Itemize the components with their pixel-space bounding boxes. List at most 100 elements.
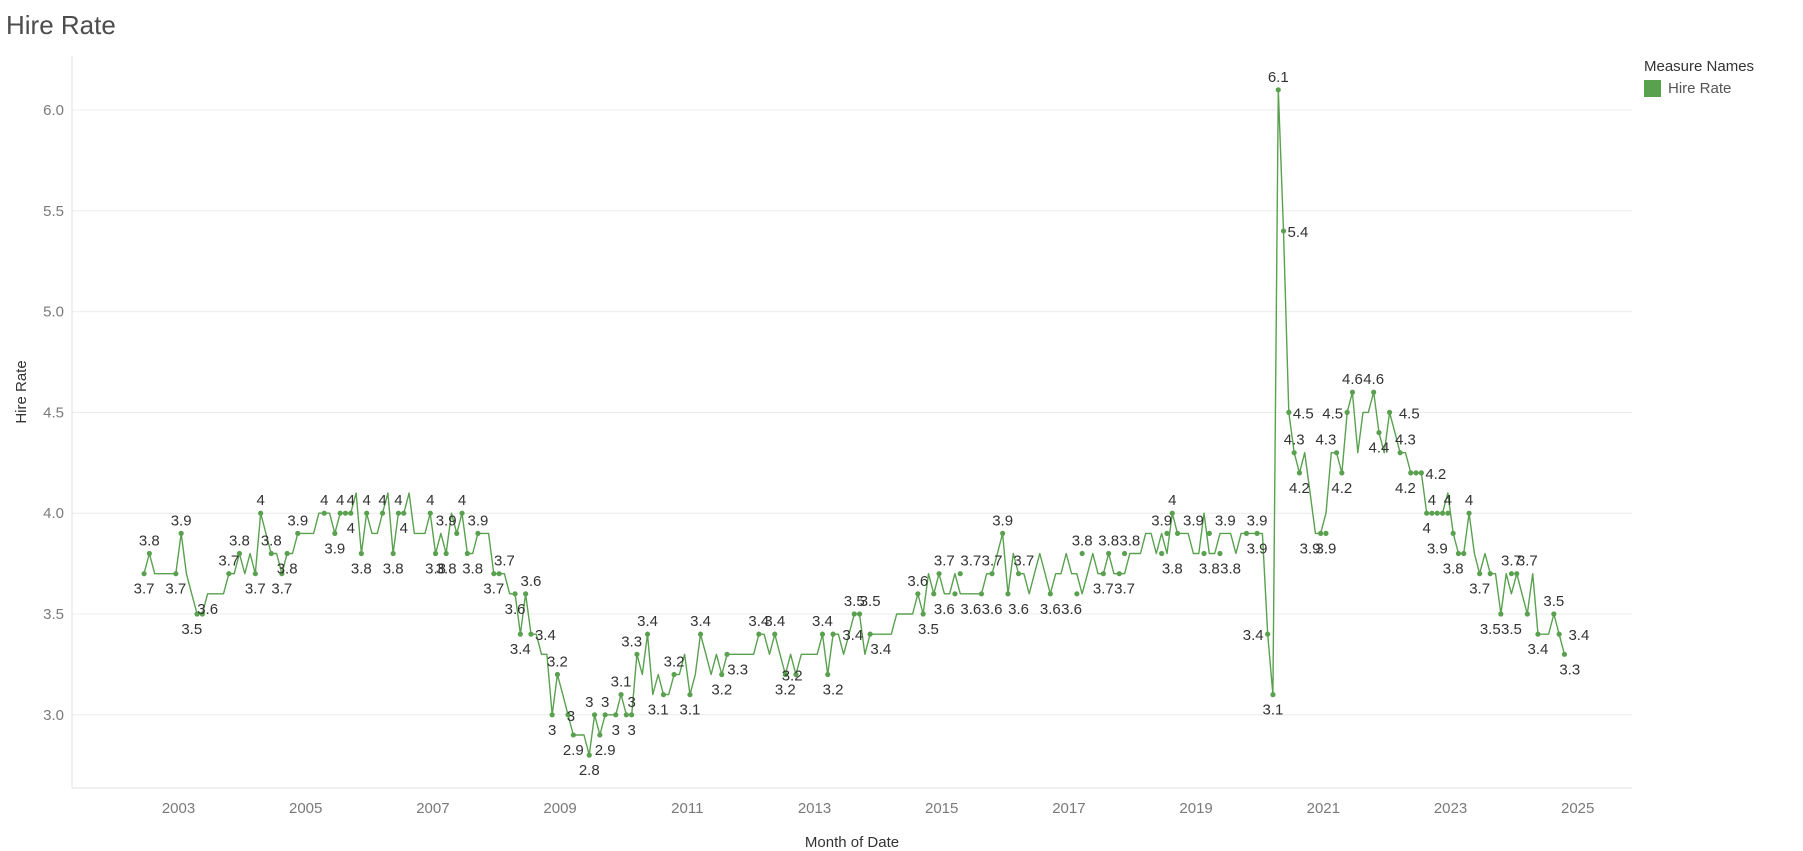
data-point-marker: [618, 692, 624, 698]
data-label: 3.8: [1220, 561, 1241, 578]
data-label: 3.4: [690, 613, 711, 630]
data-point-marker: [936, 571, 942, 577]
data-point-marker: [1206, 530, 1212, 536]
x-tick-label: 2005: [289, 800, 322, 817]
data-label: 3.9: [1300, 540, 1321, 557]
data-point-marker: [1074, 591, 1080, 597]
data-label: 3.8: [277, 561, 298, 578]
data-point-marker: [1455, 550, 1462, 557]
data-point-marker: [1047, 591, 1053, 597]
data-label: 3.9: [436, 512, 457, 529]
data-label: 3: [567, 708, 575, 725]
x-tick-label: 2011: [671, 800, 703, 817]
plot-frame: [71, 56, 1632, 789]
data-label: 3.6: [982, 601, 1003, 618]
data-point-marker: [952, 591, 958, 597]
data-label: 4: [1428, 492, 1436, 509]
legend-item-hire-rate[interactable]: Hire Rate: [1644, 80, 1754, 97]
data-point-marker: [236, 550, 243, 557]
data-point-marker: [464, 550, 470, 557]
data-label: 3.9: [324, 540, 345, 557]
data-label: 3.6: [960, 601, 981, 618]
data-point-marker: [613, 712, 619, 718]
data-label: 4: [378, 492, 386, 509]
data-point-marker: [258, 510, 264, 516]
y-tick-label: 6.0: [43, 102, 64, 119]
data-label: 3.2: [782, 667, 803, 684]
x-tick-label: 2007: [416, 800, 449, 817]
data-label: 4: [1444, 492, 1452, 509]
data-point-marker: [194, 611, 200, 617]
data-point-marker: [1445, 510, 1451, 516]
data-point-marker: [1243, 530, 1250, 536]
data-point-marker: [1344, 409, 1350, 415]
data-point-marker: [523, 591, 529, 597]
data-label: 3.2: [664, 653, 685, 670]
data-point-marker: [644, 631, 651, 637]
x-tick-label: 2009: [543, 800, 576, 817]
x-tick-label: 2013: [798, 800, 831, 817]
data-label: 3.9: [1316, 540, 1337, 557]
data-point-marker: [1079, 550, 1085, 557]
data-label: 3.7: [1469, 581, 1490, 598]
x-tick-label: 2017: [1052, 800, 1085, 817]
data-labels: 3.7 3.8 3.7 3.9 3.5 3.6 3.7 3.8 3.7 4 3.8 3.7 3.8 3.9…: [134, 69, 1590, 779]
data-point-marker: [284, 550, 290, 557]
data-label: 3.8: [1443, 561, 1464, 578]
data-point-marker: [332, 530, 338, 536]
data-label: 3.5: [1543, 593, 1564, 610]
data-point-marker: [687, 692, 693, 698]
data-point-marker: [1291, 450, 1297, 456]
data-label: 4.2: [1289, 480, 1310, 497]
data-label: 3.6: [521, 573, 542, 590]
y-tick-label: 4.5: [43, 404, 64, 421]
y-tick-label: 5.5: [43, 203, 64, 220]
data-point-marker: [1323, 530, 1329, 536]
data-point-marker: [1015, 571, 1022, 577]
data-label: 3.8: [139, 533, 160, 550]
data-point-marker: [724, 651, 730, 657]
x-tick-label: 2021: [1307, 800, 1340, 817]
data-point-marker: [697, 631, 704, 637]
data-label: 3.6: [934, 601, 955, 618]
data-label: 4.5: [1322, 405, 1343, 422]
data-point-marker: [756, 631, 762, 637]
data-point-marker: [1217, 550, 1223, 557]
data-point-marker: [1164, 530, 1170, 536]
data-point-marker: [1280, 228, 1287, 234]
data-label: 3.4: [1568, 627, 1589, 644]
data-point-marker: [321, 510, 327, 516]
data-point-marker: [1169, 510, 1175, 516]
data-label: 4.5: [1399, 405, 1420, 422]
data-label: 3.7: [1114, 581, 1135, 598]
data-label: 3.7: [165, 581, 186, 598]
data-point-marker: [1439, 510, 1446, 516]
data-point-marker: [379, 510, 386, 516]
data-point-marker: [1371, 389, 1377, 395]
data-label: 3.4: [535, 627, 556, 644]
data-label: 3.6: [505, 601, 526, 618]
data-label: 4: [458, 492, 466, 509]
data-point-marker: [1498, 611, 1504, 617]
data-point-marker: [1524, 611, 1530, 617]
data-point-marker: [348, 510, 354, 516]
data-label: 3.2: [711, 681, 732, 698]
data-label: 3.7: [982, 553, 1003, 570]
data-label: 4: [256, 492, 264, 509]
data-label: 3.7: [245, 581, 266, 598]
x-tick-label: 2015: [925, 800, 958, 817]
data-label: 3.7: [1517, 553, 1538, 570]
data-point-marker: [602, 712, 608, 718]
data-label: 4.6: [1342, 371, 1363, 388]
data-label: 3.5: [844, 593, 865, 610]
data-point-marker: [178, 530, 184, 536]
data-label: 3.4: [1243, 627, 1264, 644]
data-point-marker: [342, 510, 349, 516]
data-label: 4.2: [1331, 480, 1352, 497]
data-label: 4: [347, 520, 355, 537]
data-point-marker: [867, 631, 873, 637]
data-point-marker: [989, 571, 995, 577]
data-point-marker: [454, 530, 460, 536]
data-label: 4: [362, 492, 370, 509]
data-point-marker: [1275, 87, 1281, 93]
